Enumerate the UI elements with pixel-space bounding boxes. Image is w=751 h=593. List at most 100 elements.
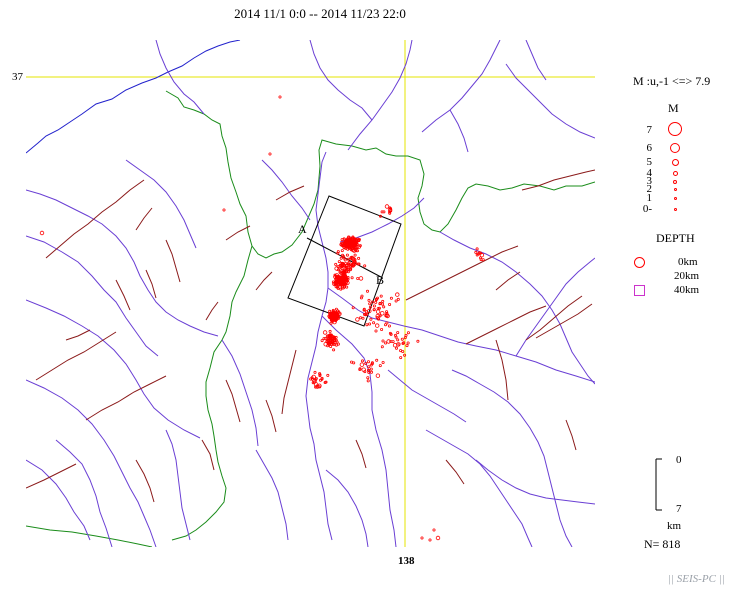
epicenter-marker xyxy=(340,280,344,284)
scale-unit-label: km xyxy=(667,520,682,532)
epicenter-marker xyxy=(416,339,420,343)
epicenter-marker xyxy=(346,239,350,243)
depth-scale-bar xyxy=(655,458,662,511)
epicenter-marker xyxy=(342,264,346,268)
epicenter-marker xyxy=(357,238,361,242)
grid-lines xyxy=(26,40,595,547)
epicenter-marker xyxy=(330,342,334,346)
epicenter-marker xyxy=(372,308,376,312)
epicenter-marker xyxy=(377,306,381,310)
epicenter-marker xyxy=(360,359,364,363)
epicenter-marker xyxy=(396,338,400,342)
depth-label: 0km xyxy=(678,256,698,268)
epicenter-marker xyxy=(369,317,373,321)
rivers xyxy=(26,40,595,547)
latitude-label: 37 xyxy=(12,71,23,83)
magnitude-legend-item: 6 xyxy=(620,142,720,154)
epicenter-marker xyxy=(337,260,341,264)
epicenter-marker xyxy=(268,152,272,156)
epicenter-marker xyxy=(374,297,378,301)
epicenter-marker xyxy=(375,373,381,378)
magnitude-label: 6 xyxy=(646,142,653,154)
magnitude-legend-title: M xyxy=(668,101,679,115)
epicenter-marker xyxy=(334,319,338,323)
magnitude-range: M :u,-1 <=> 7.9 xyxy=(633,74,711,88)
epicenter-marker xyxy=(388,302,392,306)
epicenter-marker xyxy=(333,315,337,319)
epicenter-marker xyxy=(481,258,485,262)
magnitude-symbol xyxy=(674,188,677,191)
epicenter-marker xyxy=(364,361,368,365)
epicenter-marker xyxy=(351,248,357,253)
epicenter-marker xyxy=(420,536,424,540)
epicenter-marker xyxy=(342,285,346,289)
magnitude-symbol xyxy=(673,171,678,176)
epicenter-marker xyxy=(350,256,356,261)
epicenter-marker xyxy=(375,309,381,314)
epicenter-marker xyxy=(378,364,382,368)
epicenter-marker xyxy=(335,285,339,289)
epicenter-marker xyxy=(378,214,382,218)
epicenter-marker xyxy=(365,289,369,293)
epicenter-marker xyxy=(345,243,349,247)
epicenter-marker xyxy=(369,363,373,367)
magnitude-label: 5 xyxy=(646,156,653,168)
epicenter-marker xyxy=(364,310,368,314)
epicenter-marker xyxy=(334,307,338,311)
footer-credit: || SEIS-PC || xyxy=(668,573,725,585)
epicenter-marker xyxy=(332,348,336,352)
epicenter-marker xyxy=(334,262,338,266)
epicenter-marker xyxy=(370,300,374,304)
epicenter-marker xyxy=(386,339,391,344)
epicenter-marker xyxy=(338,312,342,316)
epicenter-marker xyxy=(380,210,384,214)
epicenter-marker xyxy=(397,342,401,346)
epicenter-marker xyxy=(336,250,340,254)
epicenter-marker xyxy=(381,360,385,364)
epicenter-marker xyxy=(374,329,378,333)
seismicity-map[interactable] xyxy=(26,40,595,547)
active-faults xyxy=(26,169,595,503)
epicenter-marker xyxy=(330,316,336,322)
epicenter-marker xyxy=(343,258,347,262)
epicenter-marker xyxy=(329,321,333,325)
epicenter-marker xyxy=(338,263,343,269)
scale-bottom-label: 7 xyxy=(676,503,682,515)
epicenter-marker xyxy=(367,365,371,369)
epicenter-marker xyxy=(342,274,346,278)
magnitude-legend-item: 2 xyxy=(620,184,720,195)
epicenter-marker xyxy=(396,297,400,301)
section-label-b: B xyxy=(376,273,385,287)
epicenter-marker xyxy=(360,294,364,298)
epicenter-marker xyxy=(406,331,410,335)
map-title: 2014 11/1 0:0 -- 2014 11/23 22:0 xyxy=(234,6,406,21)
epicenter-marker xyxy=(350,243,354,247)
scale-top-label: 0 xyxy=(676,454,682,466)
epicenter-marker xyxy=(337,316,341,320)
depth-symbol xyxy=(634,257,645,268)
epicenter-marker xyxy=(435,535,441,541)
epicenter-marker xyxy=(349,256,353,260)
epicenter-marker xyxy=(350,262,354,266)
magnitude-symbol xyxy=(674,197,677,200)
epicenter-marker xyxy=(403,353,407,357)
epicenter-marker xyxy=(327,334,331,338)
epicenter-marker xyxy=(323,380,327,384)
epicenter-marker xyxy=(346,270,350,274)
epicenter-marker xyxy=(432,528,436,532)
magnitude-legend-item: 1 xyxy=(620,193,720,204)
epicenter-marker xyxy=(278,95,282,99)
epicenter-marker xyxy=(358,367,362,371)
epicenter-marker xyxy=(320,339,324,343)
epicenter-marker xyxy=(401,341,405,345)
epicenter-marker xyxy=(336,251,340,255)
epicenter-marker xyxy=(384,313,389,318)
depth-legend-item: 40km xyxy=(632,283,742,297)
epicenter-marker xyxy=(339,256,343,260)
epicenter-marker xyxy=(336,342,340,346)
epicenter-marker xyxy=(362,308,366,312)
epicenter-marker xyxy=(363,370,367,374)
epicenter-marker xyxy=(367,298,371,302)
epicenter-marker xyxy=(368,302,372,306)
epicenter-marker xyxy=(332,337,336,341)
